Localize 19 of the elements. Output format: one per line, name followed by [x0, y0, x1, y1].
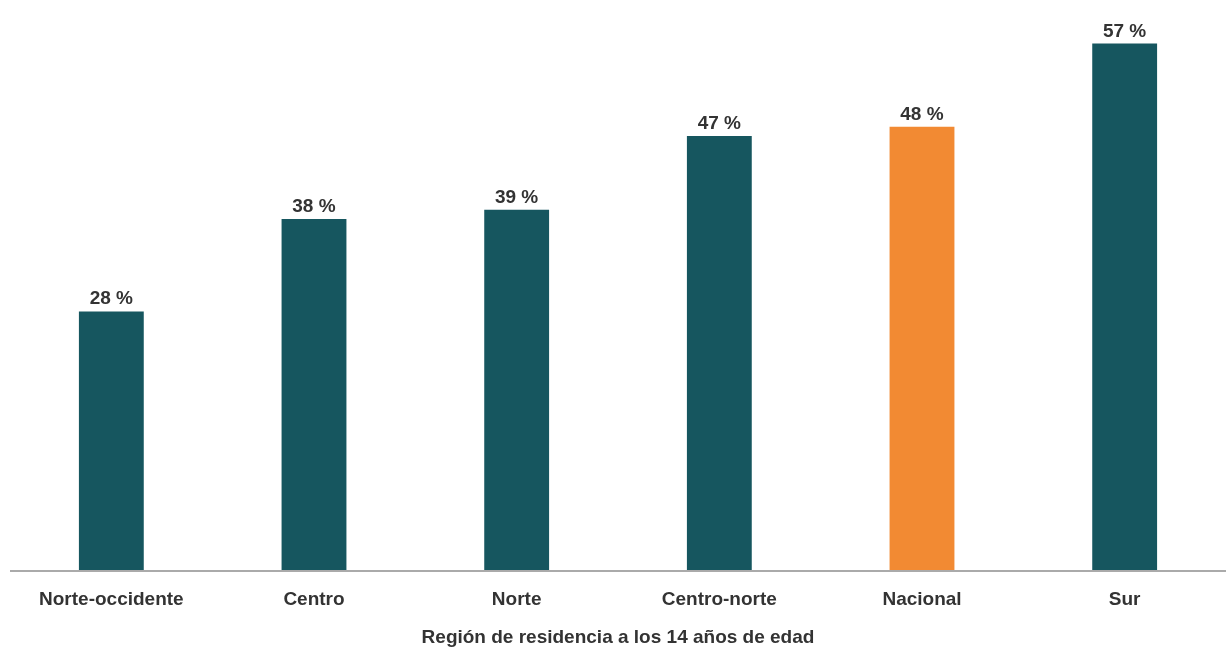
x-axis-title: Región de residencia a los 14 años de edad [421, 626, 815, 648]
bar [1092, 43, 1158, 570]
data-label: 38 % [292, 195, 336, 217]
data-label: 57 % [1102, 19, 1147, 41]
x-tick-label: Norte [491, 587, 542, 609]
data-label: 39 % [494, 185, 539, 207]
data-label: 48 % [900, 102, 944, 124]
data-label: 47 % [697, 111, 742, 133]
x-tick-label: Centro-norte [661, 587, 777, 609]
x-tick-label: Norte-occidente [39, 587, 184, 609]
x-tick-label: Nacional [882, 587, 962, 609]
data-label: 28 % [89, 287, 134, 309]
bar [686, 135, 752, 570]
bar [889, 126, 955, 570]
bar [281, 219, 347, 570]
x-tick-label: Sur [1108, 587, 1142, 609]
x-tick-label: Centro [283, 587, 345, 609]
bar [78, 311, 144, 570]
bar [484, 209, 550, 570]
